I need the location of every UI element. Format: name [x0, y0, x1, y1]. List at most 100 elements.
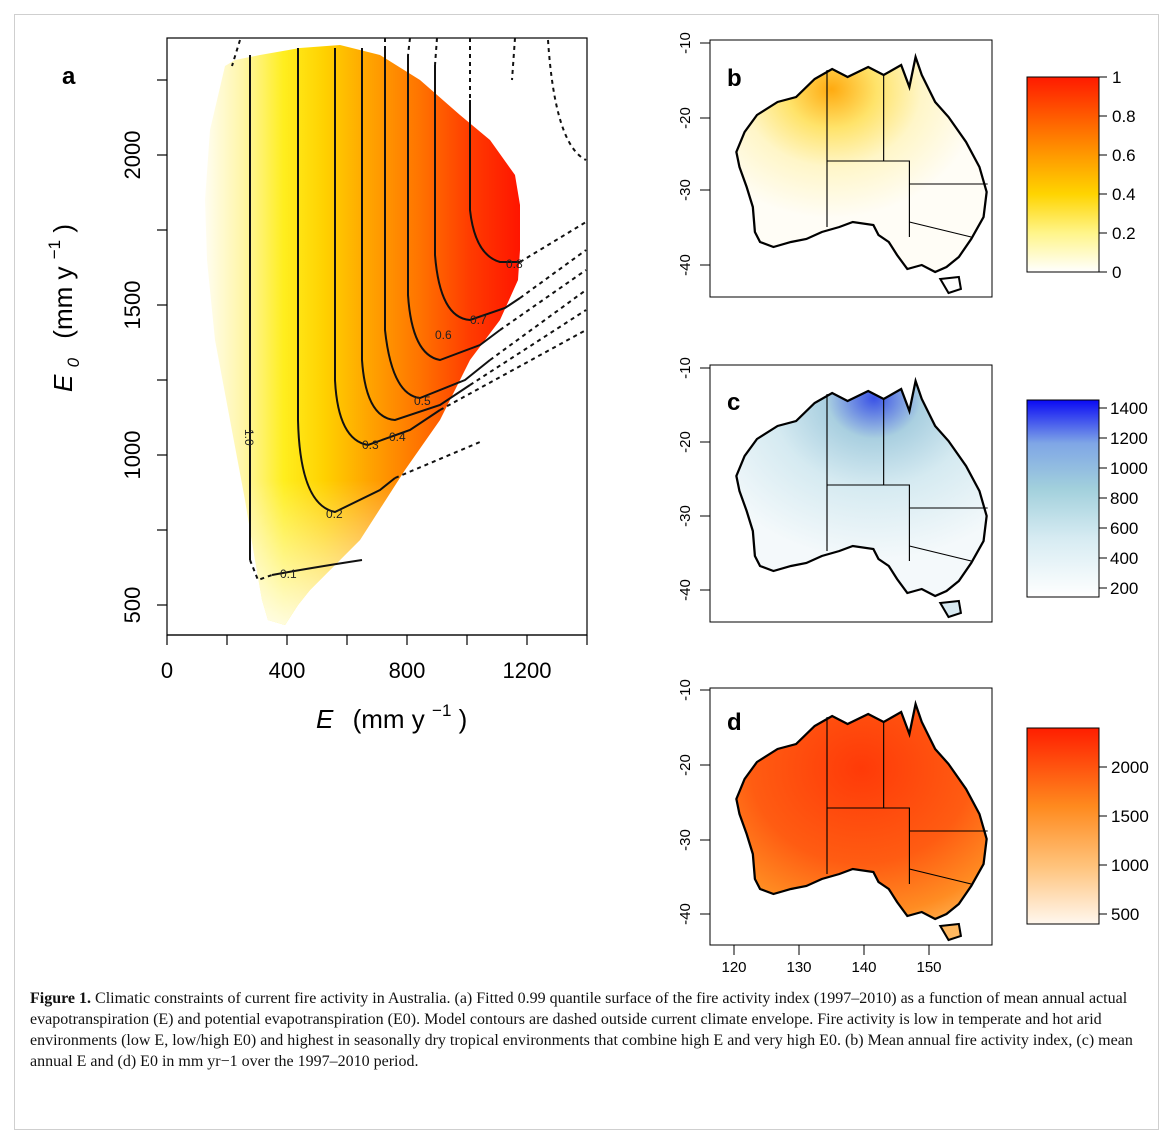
panel-a-x-tick-400: 400: [269, 658, 306, 683]
y-axis-var-sub: 0: [64, 357, 83, 367]
panel-c-lat-tick-20: -20: [677, 431, 694, 453]
panel-a: a: [36, 37, 588, 734]
panel-c-australia-map: [735, 379, 988, 619]
panel-d-cb-tick-500: 500: [1111, 905, 1139, 924]
panel-a-y-tick-1000: 1000: [120, 431, 145, 480]
dashed-contour-right-4: [489, 289, 587, 361]
panel-d-lon-tick-120: 120: [721, 959, 746, 976]
x-axis-var: E: [316, 704, 334, 734]
panel-a-label: a: [62, 63, 76, 90]
panel-c-lat-tick-30: -30: [677, 505, 694, 527]
dashed-contour-right-2: [439, 329, 587, 411]
contour-label-0-7: 0.7: [470, 313, 487, 327]
panel-d-lat-tick-20: -20: [677, 754, 694, 776]
panel-c-lat-tick-10: -10: [677, 357, 694, 379]
panel-d-lat-tick-10: -10: [677, 679, 694, 701]
contour-line-0-1: [271, 559, 363, 576]
panel-b-lat-tick-30: -30: [677, 179, 694, 201]
panel-c-cb-tick-1000: 1000: [1110, 459, 1148, 478]
panel-c: c -10 -20 -30 -40 1400 1200 1000 80: [677, 357, 1148, 623]
panel-d-lon-tick-130: 130: [786, 959, 811, 976]
panel-d-australia-map: [735, 702, 988, 942]
panel-c-cb-tick-600: 600: [1110, 519, 1138, 538]
panel-a-x-tick-0: 0: [161, 658, 173, 683]
x-axis-unit: (mm y: [353, 704, 425, 734]
contour-line-0-5: [384, 48, 491, 400]
contour-label-0-3: 0.3: [362, 438, 379, 452]
panel-a-x-axis-title: E (mm y −1 ): [316, 692, 467, 734]
panel-b-map-frame: [709, 39, 993, 298]
figure-caption: Figure 1. Climatic constraints of curren…: [30, 988, 1140, 1072]
panel-b-label: b: [727, 65, 742, 92]
contour-label-0-2: 0.2: [326, 507, 343, 521]
panel-d-cb-tick-2000: 2000: [1111, 758, 1149, 777]
panel-c-cb-tick-1400: 1400: [1110, 399, 1148, 418]
panel-a-x-axis: [166, 634, 588, 645]
dashed-contour-right-6: [519, 249, 587, 299]
dashed-contour-top-6: [511, 37, 516, 81]
caption-text: Climatic constraints of current fire act…: [30, 990, 1133, 1070]
panel-a-y-tick-500: 500: [120, 587, 145, 624]
panel-d: d -10 -20 -30 -40 120 130 140 150: [677, 679, 1149, 976]
panel-a-x-tick-1200: 1200: [503, 658, 552, 683]
figure-graphic: a: [36, 32, 1149, 976]
contour-label-0-6: 0.6: [435, 328, 452, 342]
panel-a-y-tick-2000: 2000: [120, 131, 145, 180]
contour-line-0-3: [334, 48, 441, 447]
panel-b-lat-tick-10: -10: [677, 32, 694, 54]
panel-d-map-frame: [709, 687, 993, 946]
panel-b-lat-tick-40: -40: [677, 254, 694, 276]
contour-line-0-7: [434, 65, 521, 322]
y-axis-unit: (mm y: [48, 267, 78, 339]
panel-b-cb-tick-0-2: 0.2: [1112, 224, 1136, 243]
panel-b-cb-tick-0-8: 0.8: [1112, 107, 1136, 126]
y-axis-close: ): [48, 224, 78, 233]
dashed-contour-right-7: [519, 221, 587, 263]
panel-a-x-tick-800: 800: [389, 658, 426, 683]
contour-line-0-2: [297, 48, 396, 514]
panel-b-cb-tick-1: 1: [1112, 68, 1121, 87]
panel-d-cb-tick-1500: 1500: [1111, 807, 1149, 826]
panel-d-label: d: [727, 709, 742, 736]
contour-label-0-4: 0.4: [389, 430, 406, 444]
panel-c-cb-tick-400: 400: [1110, 549, 1138, 568]
panel-b-cb-tick-0-6: 0.6: [1112, 146, 1136, 165]
panel-b-colorbar: [1026, 76, 1100, 273]
panel-b-australia-map: [735, 55, 988, 295]
panel-c-lat-tick-40: -40: [677, 579, 694, 601]
panel-c-label: c: [727, 389, 740, 416]
panel-b-cb-tick-0: 0: [1112, 263, 1121, 282]
panel-d-lon-tick-150: 150: [916, 959, 941, 976]
panel-d-lat-tick-30: -30: [677, 829, 694, 851]
panel-a-contours: [249, 48, 521, 576]
panel-c-cb-tick-1200: 1200: [1110, 429, 1148, 448]
contour-label-1-0: 1.0: [242, 429, 256, 446]
panel-a-dashed-contours: [231, 37, 587, 582]
panel-a-y-axis-title: E 0 (mm y −1 ): [36, 224, 85, 392]
y-axis-unit-sup: −1: [45, 240, 64, 259]
contour-label-0-5: 0.5: [414, 394, 431, 408]
panel-b-lat-tick-20: -20: [677, 107, 694, 129]
dashed-contour-corner: [547, 39, 587, 161]
y-axis-var: E: [48, 374, 78, 392]
x-axis-unit-sup: −1: [432, 701, 451, 720]
panel-c-colorbar: [1026, 399, 1100, 598]
panel-d-colorbar: [1026, 727, 1100, 925]
contour-line-0-8: [469, 100, 520, 263]
panel-d-lon-tick-140: 140: [851, 959, 876, 976]
panel-d-cb-tick-1000: 1000: [1111, 856, 1149, 875]
panel-a-y-tick-1500: 1500: [120, 281, 145, 330]
caption-label: Figure 1.: [30, 990, 92, 1007]
contour-line-0-4: [361, 48, 471, 422]
dashed-contour-right-5: [499, 269, 587, 331]
dashed-contour-top-4: [434, 37, 438, 66]
panel-b-cb-tick-0-4: 0.4: [1112, 185, 1136, 204]
dashed-contour-top-3: [407, 37, 411, 56]
contour-label-0-1: 0.1: [280, 567, 297, 581]
panel-b: b -10 -20 -30 -40 1 0.8 0.6 0.4 0.2: [677, 32, 1136, 298]
contour-label-0-8: 0.8: [506, 257, 523, 271]
contour-line-0-6: [407, 55, 501, 362]
panel-d-lat-tick-40: -40: [677, 903, 694, 925]
panel-c-cb-tick-200: 200: [1110, 579, 1138, 598]
panel-a-y-axis: [157, 79, 167, 606]
